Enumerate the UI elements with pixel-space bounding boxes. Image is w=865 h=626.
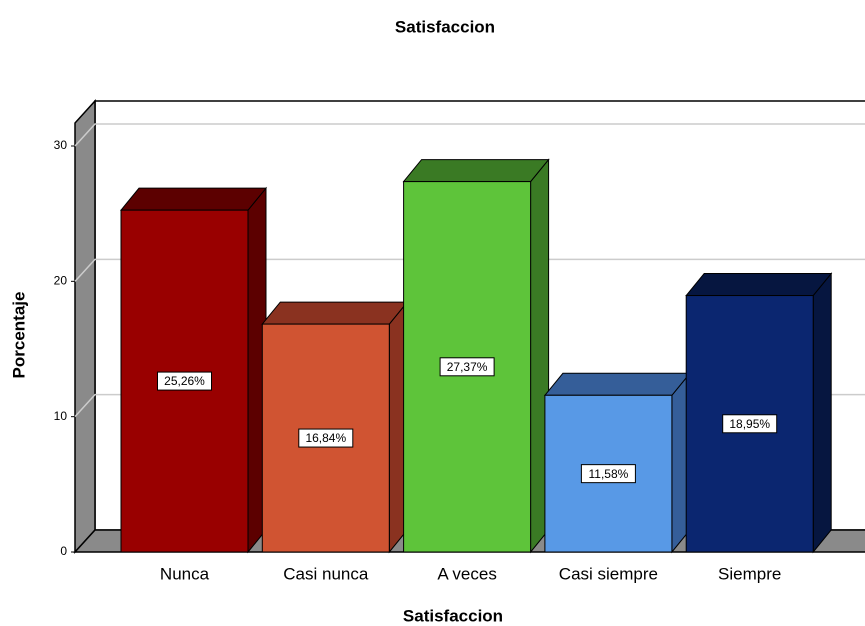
x-tick-label: Siempre [718,564,781,583]
bar-top [685,273,833,297]
value-label-box [298,428,354,448]
value-label-box [439,357,495,377]
value-label-box [722,414,778,434]
bar-side [812,272,832,554]
bar-top [119,187,268,211]
chart-title: Satisfaccion [395,17,495,36]
bar-top [402,159,550,183]
value-label-box [580,464,636,484]
y-tick-label: 20 [54,274,68,288]
left-wall [74,99,96,554]
y-axis-title: Porcentaje [9,292,28,379]
value-label-box [157,371,212,391]
bar-top [543,372,691,396]
y-tick-label: 10 [54,409,68,423]
y-tick-label: 30 [54,138,68,152]
value-label: 27,37% [447,360,488,374]
y-tick-label: 0 [60,544,67,558]
x-tick-label: Casi siempre [559,564,658,583]
x-tick-label: Casi nunca [283,564,369,583]
value-label: 18,95% [729,417,770,431]
value-label: 16,84% [305,431,346,445]
grid-line [74,258,865,282]
value-label: 25,26% [164,374,205,388]
bar-top [261,301,409,325]
grid-line [74,123,865,147]
value-label: 11,58% [588,467,628,481]
x-axis-title: Satisfaccion [403,606,503,625]
x-tick-label: A veces [437,564,497,583]
x-tick-label: Nunca [160,564,210,583]
